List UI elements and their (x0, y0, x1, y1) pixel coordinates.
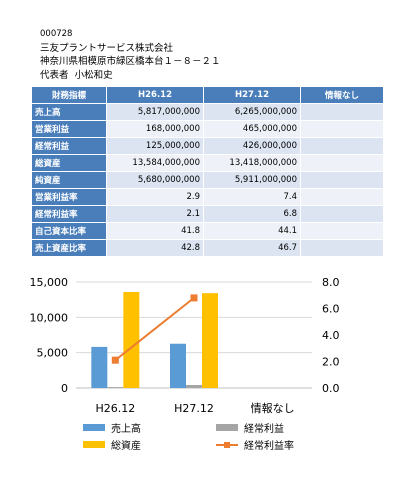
row-label: 売上高 (32, 104, 106, 120)
bar-総資産 (123, 292, 140, 388)
category-label: H27.12 (174, 402, 214, 415)
left-axis-tick-label: 5,000 (37, 347, 69, 360)
table-row: 売上資産比率 42.8 46.7 (32, 240, 383, 256)
line-経常利益率 (114, 297, 195, 361)
bar-経常利益 (186, 384, 202, 388)
column-header: 財務指標 (32, 87, 106, 103)
table-cell: 44.1 (204, 223, 300, 239)
bar-総資産 (202, 293, 218, 388)
column-header: 情報なし (301, 87, 383, 103)
table-cell (301, 138, 383, 154)
row-label: 自己資本比率 (32, 223, 106, 239)
table-cell: 2.9 (107, 189, 203, 205)
bar-経常利益 (107, 387, 124, 388)
table-cell: 13,584,000,000 (107, 155, 203, 171)
legend-marker (224, 442, 230, 448)
category-label: H26.12 (95, 402, 135, 415)
table-row: 経常利益 125,000,000 426,000,000 (32, 138, 383, 154)
company-code: 000728 (40, 29, 73, 39)
right-axis-tick-label: 6.0 (322, 303, 340, 316)
company-header: 000728 三友プラントサービス株式会社 神奈川県相模原市緑区橋本台１－８－２… (40, 28, 221, 82)
table-cell: 42.8 (107, 240, 203, 256)
table-cell: 41.8 (107, 223, 203, 239)
table-cell (301, 104, 383, 120)
line-marker (190, 294, 198, 302)
table-cell: 168,000,000 (107, 121, 203, 137)
company-name: 三友プラントサービス株式会社 (40, 42, 174, 54)
table-cell: 6,265,000,000 (204, 104, 300, 120)
left-axis-tick-label: 0 (61, 382, 68, 395)
right-axis-tick-label: 0.0 (322, 382, 340, 395)
category-label: 情報なし (251, 402, 295, 415)
right-axis-tick-label: 4.0 (322, 329, 340, 342)
table-cell: 7.4 (204, 189, 300, 205)
left-axis-tick-label: 10,000 (30, 311, 69, 324)
representative: 代表者 小松和史 (40, 69, 221, 83)
table-row: 純資産 5,680,000,000 5,911,000,000 (32, 172, 383, 188)
bar-売上高 (170, 343, 186, 388)
row-label: 経常利益 (32, 138, 106, 154)
legend-swatch (216, 424, 238, 431)
legend-label: 売上高 (111, 422, 141, 435)
table-row: 自己資本比率 41.8 44.1 (32, 223, 383, 239)
table-row: 売上高 5,817,000,000 6,265,000,000 (32, 104, 383, 120)
legend-label: 経常利益 (244, 422, 284, 435)
table-cell: 6.8 (204, 206, 300, 222)
right-axis-tick-label: 2.0 (322, 356, 340, 369)
line-marker (111, 356, 119, 364)
financial-chart: 0 5,000 10,000 15,000 0.0 2.0 4.0 6.0 8.0 H26.12 H… (30, 276, 340, 452)
representative-label: 代表者 (40, 69, 69, 81)
table-cell: 13,418,000,000 (204, 155, 300, 171)
row-label: 売上資産比率 (32, 240, 106, 256)
table-row: 経常利益率 2.1 6.8 (32, 206, 383, 222)
table-cell: 5,911,000,000 (204, 172, 300, 188)
table-cell (301, 121, 383, 137)
table-cell (301, 206, 383, 222)
table-cell (301, 172, 383, 188)
table-cell: 125,000,000 (107, 138, 203, 154)
column-header: H27.12 (204, 87, 300, 103)
representative-name: 小松和史 (74, 69, 113, 81)
legend-label: 経常利益率 (244, 439, 294, 452)
company-address: 神奈川県相模原市緑区橋本台１－８－２１ (40, 56, 221, 67)
table-row: 営業利益率 2.9 7.4 (32, 189, 383, 205)
left-axis-tick-label: 15,000 (30, 276, 69, 289)
legend-label: 総資産 (111, 439, 141, 452)
row-label: 営業利益 (32, 121, 106, 137)
table-cell: 46.7 (204, 240, 300, 256)
legend-swatch (83, 441, 105, 448)
table-cell (301, 155, 383, 171)
table-cell: 426,000,000 (204, 138, 300, 154)
row-label: 純資産 (32, 172, 106, 188)
legend-swatch (83, 424, 105, 431)
table-header-row: 財務指標 H26.12 H27.12 情報なし (32, 87, 383, 103)
table-row: 営業利益 168,000,000 465,000,000 (32, 121, 383, 137)
financial-table: 財務指標 H26.12 H27.12 情報なし 売上高 5,817,000,000… (31, 86, 384, 257)
table-cell (301, 223, 383, 239)
table-cell: 5,680,000,000 (107, 172, 203, 188)
table-cell (301, 240, 383, 256)
table-cell (301, 189, 383, 205)
row-label: 総資産 (32, 155, 106, 171)
column-header: H26.12 (107, 87, 203, 103)
table-cell: 465,000,000 (204, 121, 300, 137)
row-label: 経常利益率 (32, 206, 106, 222)
row-label: 営業利益率 (32, 189, 106, 205)
table-cell: 5,817,000,000 (107, 104, 203, 120)
right-axis-tick-label: 8.0 (322, 276, 340, 289)
table-row: 総資産 13,584,000,000 13,418,000,000 (32, 155, 383, 171)
table-cell: 2.1 (107, 206, 203, 222)
bar-売上高 (91, 346, 108, 388)
